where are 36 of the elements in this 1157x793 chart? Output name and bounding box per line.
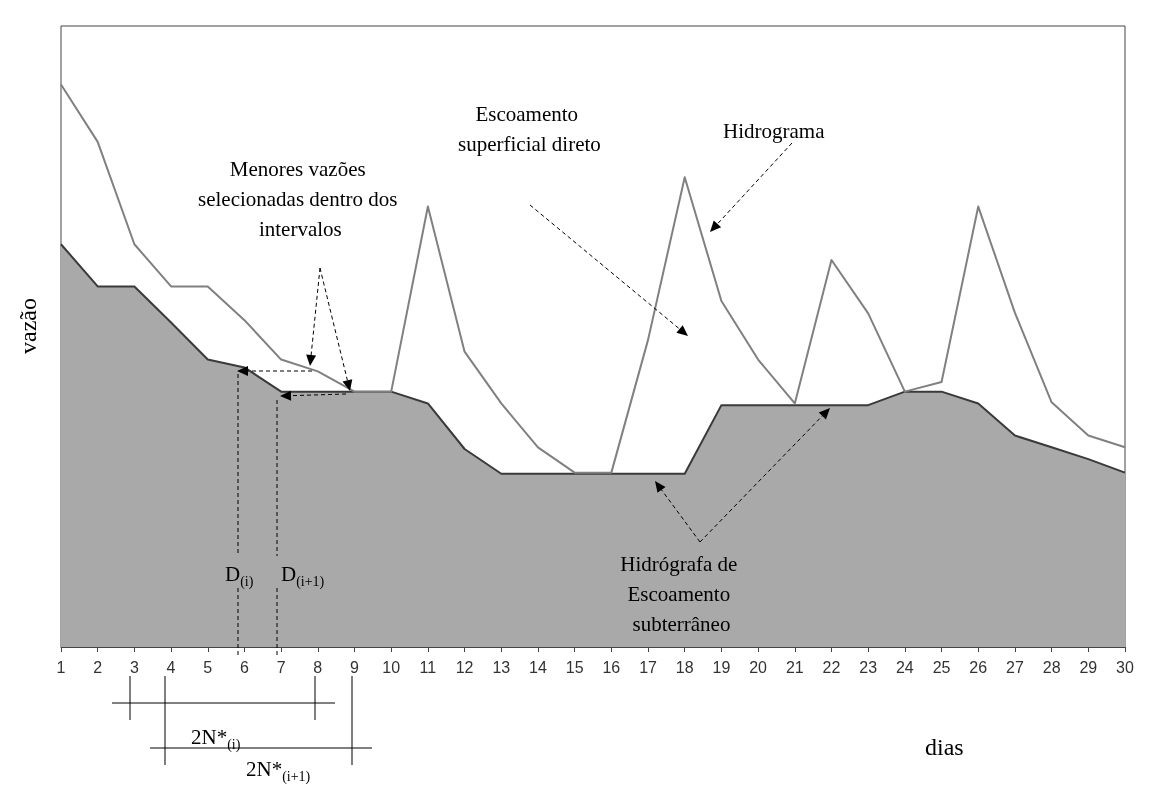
- x-tick-label: 2: [93, 658, 103, 676]
- x-tick-label: 11: [419, 658, 437, 676]
- x-tick-label: 24: [895, 658, 914, 676]
- x-tick-label: 5: [203, 658, 213, 676]
- x-tick-label: 14: [529, 658, 547, 676]
- x-axis-title: dias: [925, 734, 964, 760]
- x-tick-label: 1: [56, 658, 66, 676]
- x-tick-label: 3: [129, 658, 139, 676]
- x-tick-label: 23: [859, 658, 878, 676]
- x-tick-label: 8: [313, 658, 323, 676]
- x-tick-label: 9: [350, 658, 360, 676]
- x-tick-label: 19: [712, 658, 731, 676]
- annotation: Menores vazões selecionadas dentro dos intervalos: [197, 156, 403, 241]
- annotation: Hidrograma: [723, 118, 826, 143]
- x-tick-label: 21: [785, 658, 804, 676]
- x-tick-label: 17: [639, 658, 658, 676]
- x-tick-label: 29: [1079, 658, 1098, 676]
- x-tick-label: 30: [1116, 658, 1134, 676]
- x-tick-label: 27: [1006, 658, 1024, 676]
- x-tick-label: 22: [822, 658, 841, 676]
- x-tick-label: 25: [932, 658, 951, 676]
- x-tick-label: 6: [240, 658, 249, 676]
- x-tick-label: 12: [455, 658, 474, 676]
- x-tick-label: 10: [382, 658, 401, 676]
- annotation: Escoamento superficial direto: [458, 101, 601, 156]
- annotation: Hidrógrafa de Escoamento subterrâneo: [620, 551, 743, 636]
- x-tick-label: 16: [602, 658, 621, 676]
- x-tick-label: 28: [1042, 658, 1061, 676]
- x-tick-label: 13: [492, 658, 511, 676]
- x-tick-label: 18: [675, 658, 694, 676]
- x-tick-label: 20: [749, 658, 768, 676]
- x-tick-label: 15: [565, 658, 584, 676]
- x-tick-label: 4: [166, 658, 176, 676]
- x-tick-label: 26: [969, 658, 988, 676]
- y-axis-title: vazão: [15, 297, 41, 354]
- x-tick-label: 7: [276, 658, 286, 676]
